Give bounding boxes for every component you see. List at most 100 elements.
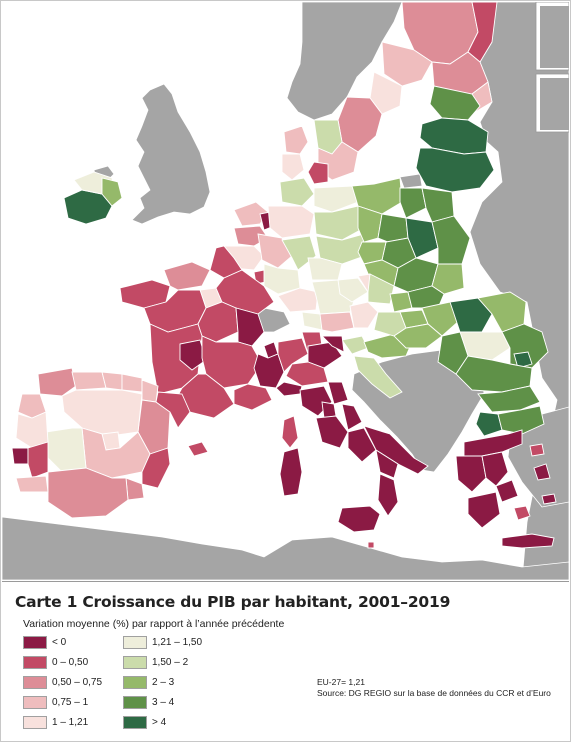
legend-swatch <box>23 655 47 669</box>
region-italy-veneto <box>307 341 343 369</box>
legend-item: 0,50 – 0,75 <box>23 675 102 689</box>
region-italy-umbria <box>321 401 337 419</box>
region-denmark-zealand <box>307 161 329 185</box>
legend-swatch <box>123 655 147 669</box>
legend-item: 0,75 – 1 <box>23 695 88 709</box>
eu-regions <box>11 2 557 549</box>
region-italy-lazio <box>315 415 349 449</box>
region-lithuania <box>415 147 495 193</box>
region-portugal-algarve <box>15 475 49 493</box>
region-ireland-mid <box>101 177 123 207</box>
region-greece-aegean <box>533 463 551 481</box>
region-greece-central <box>481 451 509 487</box>
legend-item: > 4 <box>123 715 166 729</box>
region-romania-south <box>455 355 533 393</box>
region-malta <box>367 541 375 549</box>
legend-swatch <box>23 675 47 689</box>
region-austria-east <box>349 301 379 329</box>
choropleth-map <box>2 2 569 580</box>
region-hungary-east <box>421 301 461 337</box>
region-greece-pelop <box>467 491 501 529</box>
region-czech-west <box>337 277 369 303</box>
region-italy-basilicata <box>375 449 399 479</box>
legend-item: 1 – 1,21 <box>23 715 88 729</box>
legend-label: < 0 <box>52 636 67 648</box>
legend-swatch <box>123 715 147 729</box>
legend-label: 0,75 – 1 <box>52 696 89 708</box>
region-poland-maz <box>405 217 439 259</box>
region-italy-calabria <box>377 473 399 517</box>
region-france-normandy <box>163 261 211 291</box>
legend-label: 2 – 3 <box>152 676 175 688</box>
region-germany-thuringen <box>307 257 343 281</box>
region-poland-kuj <box>377 213 409 243</box>
legend-label: 0,50 – 0,75 <box>52 676 103 688</box>
region-greece-lesbos <box>529 443 545 457</box>
legend-label: 1,50 – 2 <box>152 656 189 668</box>
legend-label: 1 – 1,21 <box>52 716 89 728</box>
region-cyprus-placeholder <box>541 493 557 505</box>
region-germany-nieders <box>267 205 315 239</box>
legend-label: 3 – 4 <box>152 696 175 708</box>
region-germany-hessen <box>281 235 317 271</box>
legend-title: Variation moyenne (%) par rapport à l’an… <box>23 618 285 630</box>
region-sweden-stock <box>369 71 403 115</box>
region-greece-attica <box>495 479 519 503</box>
region-greece-crete <box>501 533 555 549</box>
inset-boxes <box>535 2 569 133</box>
legend-item: 1,50 – 2 <box>123 655 188 669</box>
legend-swatch <box>123 695 147 709</box>
region-sweden-mid <box>381 41 433 87</box>
legend-item: < 0 <box>23 635 66 649</box>
region-poland-podk <box>431 263 465 295</box>
region-czech-east <box>367 273 395 305</box>
region-italy-marche <box>327 381 349 405</box>
region-france-limousin <box>179 339 207 371</box>
region-bulgaria-se <box>497 405 545 435</box>
region-italy-sicily <box>337 505 381 533</box>
region-greece-west <box>455 455 487 493</box>
legend-swatch <box>23 715 47 729</box>
legend-swatch <box>123 675 147 689</box>
legend-label: 0 – 0,50 <box>52 656 89 668</box>
legend-item: 1,21 – 1,50 <box>123 635 202 649</box>
region-corsica <box>281 415 299 449</box>
legend-item: 3 – 4 <box>123 695 174 709</box>
legend-item: 2 – 3 <box>123 675 174 689</box>
region-romania-bucharest <box>513 351 533 369</box>
legend-label: 1,21 – 1,50 <box>152 636 203 648</box>
region-romania-nw <box>449 297 493 333</box>
region-spain-catalonia <box>155 391 191 429</box>
region-portugal-lisboa <box>11 447 29 465</box>
region-spain-valencia <box>141 447 171 489</box>
region-poland-west <box>357 205 383 243</box>
region-slovakia-east <box>407 285 445 309</box>
map-title: Carte 1 Croissance du PIB par habitant, … <box>15 593 451 611</box>
region-spain-galicia <box>37 367 77 397</box>
region-greece-islands <box>513 505 531 521</box>
region-denmark-mid <box>281 153 305 181</box>
region-france-paca <box>233 383 273 411</box>
legend-swatch <box>123 635 147 649</box>
region-germany-mv <box>313 185 359 213</box>
region-bulgaria-sw <box>475 411 503 437</box>
region-denmark-north <box>283 125 309 155</box>
separator-line <box>2 581 569 582</box>
legend-item: 0 – 0,50 <box>23 655 88 669</box>
region-germany-sh <box>279 177 315 207</box>
region-romania-east <box>501 323 549 369</box>
region-balearics <box>187 441 209 457</box>
region-italy-sardinia <box>279 447 303 497</box>
region-croatia-adriatic <box>353 355 403 399</box>
source-note: Source: DG REGIO sur la base de données … <box>317 688 551 698</box>
region-spain-andalusia <box>47 467 129 519</box>
region-italy-abruzzo <box>341 403 363 431</box>
region-spain-asturias <box>71 371 107 391</box>
region-austria-mid <box>319 311 355 333</box>
region-italy-campania <box>347 427 377 463</box>
region-bulgaria-north <box>477 385 541 413</box>
region-italy-piemonte <box>253 353 285 389</box>
region-italy-friuli <box>320 335 345 353</box>
region-france-aura <box>201 335 263 389</box>
